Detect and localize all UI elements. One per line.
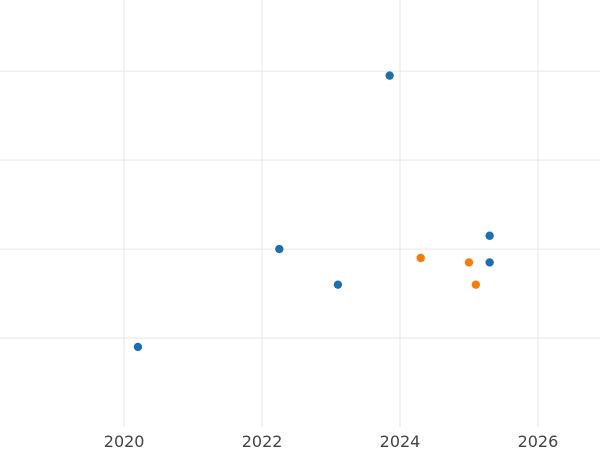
point-series0-1 — [275, 244, 284, 254]
x-tick-label-0: 2020 — [104, 432, 145, 450]
data-points — [133, 71, 494, 352]
point-series0-4 — [485, 231, 494, 240]
x-tick-label-2: 2024 — [380, 432, 421, 450]
point-series1-1 — [464, 258, 474, 267]
point-series1-0 — [416, 253, 425, 263]
y-gridlines — [0, 70, 600, 339]
point-series0-2 — [333, 280, 343, 289]
point-series0-3 — [385, 71, 394, 80]
point-series0-5 — [485, 258, 494, 267]
point-series0-0 — [133, 342, 143, 352]
x-tick-label-3: 2026 — [518, 432, 559, 450]
x-tick-labels: 2020 2022 2024 2026 — [104, 432, 559, 450]
x-gridlines — [123, 0, 539, 427]
x-tick-label-1: 2022 — [242, 432, 283, 450]
point-series1-2 — [471, 280, 481, 289]
